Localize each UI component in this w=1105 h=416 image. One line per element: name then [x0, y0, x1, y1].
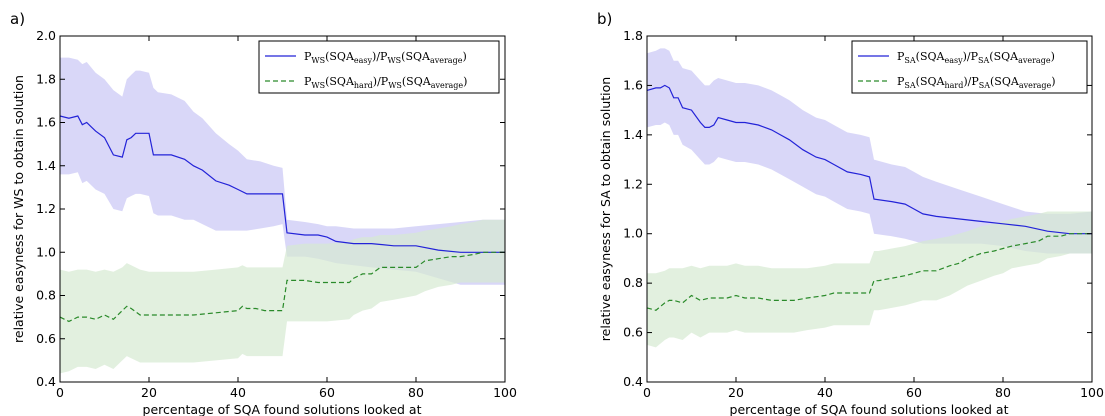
- y-axis-label: relative easyness for WS to obtain solut…: [11, 75, 26, 343]
- series-line-easy: [59, 115, 505, 253]
- y-tick-label: 1.2: [623, 176, 643, 191]
- legend: PWS(SQAeasy)/PWS(SQAaverage) PWS(SQAhard…: [258, 40, 500, 94]
- x-tick-label: 80: [995, 385, 1011, 400]
- y-tick-label: 1.2: [36, 201, 56, 216]
- y-tick-label: 1.8: [623, 28, 643, 43]
- y-tick-label: 1.8: [36, 71, 56, 86]
- y-tick-label: 1.4: [36, 158, 56, 173]
- y-tick-label: 1.0: [623, 226, 643, 241]
- y-tick-label: 0.6: [36, 331, 56, 346]
- y-tick-label: 1.6: [36, 115, 56, 130]
- band-easy: [647, 48, 1092, 254]
- x-axis-ticks: 0 20 40 60 80 100: [643, 36, 1104, 400]
- x-axis-label: percentage of SQA found solutions looked…: [143, 402, 422, 416]
- x-axis-label: percentage of SQA found solutions looked…: [730, 402, 1009, 416]
- y-tick-label: 2.0: [36, 28, 56, 43]
- legend-entry-easy: PSA(SQAeasy)/PSA(SQAaverage): [897, 50, 1055, 65]
- y-tick-label: 0.6: [623, 325, 643, 340]
- series-line-hard: [646, 233, 1092, 311]
- panel-label: b): [597, 10, 612, 28]
- y-tick-label: 1.0: [36, 244, 56, 259]
- series-line-easy: [646, 84, 1092, 235]
- confidence-bands: [647, 48, 1092, 348]
- panel-a: a) 0 20 40 60 80 100 0.4 0.6 0.8 1.0 1.2 1.4 1.6 1.8…: [10, 10, 517, 416]
- x-tick-label: 100: [1080, 385, 1104, 400]
- y-axis-label: relative easyness for SA to obtain solut…: [598, 77, 613, 341]
- legend-box: [258, 40, 500, 94]
- x-tick-label: 20: [728, 385, 744, 400]
- x-tick-label: 20: [141, 385, 157, 400]
- y-tick-label: 1.4: [623, 127, 643, 142]
- x-tick-label: 100: [493, 385, 517, 400]
- confidence-bands: [60, 57, 505, 374]
- y-tick-label: 0.8: [623, 275, 643, 290]
- legend-entry-hard: PSA(SQAhard)/PSA(SQAaverage): [897, 75, 1056, 90]
- panel-b: b) 0 20 40 60 80 100 0.4 0.6 0.8 1.0 1.2 1.4 1.6 1.8…: [597, 10, 1104, 416]
- x-tick-label: 0: [56, 385, 64, 400]
- y-tick-label: 1.6: [623, 77, 643, 92]
- band-easy: [60, 57, 505, 285]
- y-tick-label: 0.4: [623, 374, 643, 389]
- y-axis-ticks: 0.4 0.6 0.8 1.0 1.2 1.4 1.6 1.8 2.0: [36, 28, 505, 389]
- x-tick-label: 40: [817, 385, 833, 400]
- x-tick-label: 80: [408, 385, 424, 400]
- band-hard: [60, 219, 505, 374]
- legend-box: [851, 40, 1088, 94]
- x-tick-label: 40: [230, 385, 246, 400]
- x-tick-label: 0: [643, 385, 651, 400]
- legend-entry-easy: PWS(SQAeasy)/PWS(SQAaverage): [304, 50, 467, 65]
- x-axis-ticks: 0 20 40 60 80 100: [56, 36, 517, 400]
- legend: PSA(SQAeasy)/PSA(SQAaverage) PSA(SQAhard…: [851, 40, 1088, 94]
- series-lines: [646, 84, 1092, 311]
- band-hard: [647, 211, 1092, 348]
- y-tick-label: 0.4: [36, 374, 56, 389]
- series-lines: [59, 115, 505, 323]
- x-tick-label: 60: [906, 385, 922, 400]
- legend-entry-hard: PWS(SQAhard)/PWS(SQAaverage): [304, 75, 467, 90]
- x-tick-label: 60: [319, 385, 335, 400]
- y-axis-ticks: 0.4 0.6 0.8 1.0 1.2 1.4 1.6 1.8: [623, 28, 1092, 389]
- panel-label: a): [10, 10, 25, 28]
- y-tick-label: 0.8: [36, 288, 56, 303]
- plot-frame: [646, 35, 1093, 383]
